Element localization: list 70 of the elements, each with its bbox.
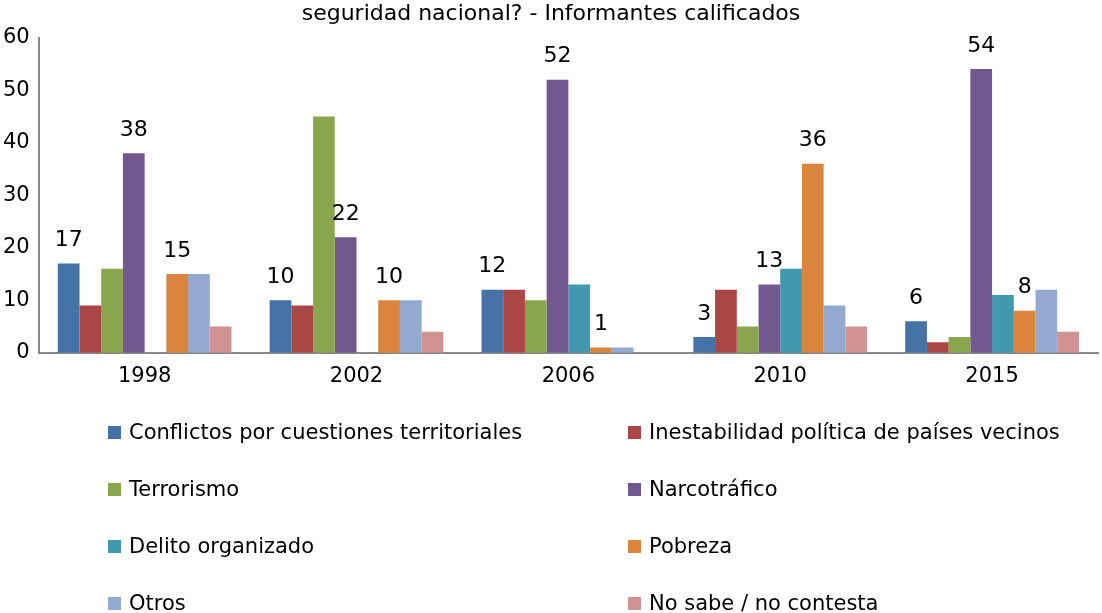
bar (736, 326, 759, 353)
data-label: 6 (909, 284, 924, 309)
legend-label: No sabe / no contesta (649, 591, 879, 613)
bar (291, 305, 314, 353)
x-tick-label: 1998 (117, 362, 172, 387)
data-label: 10 (266, 262, 295, 288)
chart-title: seguridad nacional? - Informantes calificados (300, 0, 802, 25)
bar (378, 300, 400, 353)
bar (421, 331, 444, 353)
x-tick-label: 2010 (753, 362, 807, 387)
legend-label: Delito organizado (129, 534, 315, 558)
y-tick-label: 30 (2, 181, 30, 206)
bar (122, 153, 145, 353)
data-label: 10 (375, 262, 404, 288)
bar (546, 79, 569, 353)
bar (780, 268, 802, 353)
data-label: 38 (119, 115, 148, 141)
bar (948, 337, 971, 353)
bar (970, 69, 993, 353)
y-tick-label: 40 (2, 129, 30, 154)
data-label: 15 (163, 236, 192, 262)
bar (503, 289, 525, 353)
x-tick-label: 2006 (541, 362, 596, 387)
y-tick-label: 10 (2, 286, 30, 311)
bar (399, 300, 422, 353)
bar (801, 163, 824, 353)
data-label: 12 (478, 252, 507, 278)
bar (758, 284, 781, 353)
y-tick-label: 60 (2, 24, 30, 49)
bar (568, 284, 591, 353)
bar (269, 300, 292, 353)
bar (1013, 310, 1036, 353)
x-tick-label: 2002 (329, 362, 384, 387)
data-label: 13 (755, 247, 784, 273)
legend-label: Inestabilidad política de países vecinos (649, 420, 1060, 444)
bar (57, 263, 80, 353)
bar (1035, 289, 1058, 353)
data-label: 1 (593, 310, 608, 336)
legend-label: Otros (129, 591, 186, 613)
data-label: 54 (967, 31, 996, 57)
data-label: 52 (543, 42, 572, 68)
x-tick-label: 2015 (965, 362, 1019, 387)
legend-label: Conflictos por cuestiones territoriales (129, 420, 523, 444)
bar (1057, 331, 1079, 353)
bar (992, 295, 1014, 353)
bar (79, 305, 102, 353)
bar (905, 321, 927, 353)
bar (334, 237, 357, 353)
data-label: 8 (1017, 273, 1032, 299)
legend-label: Pobreza (649, 534, 733, 558)
bar (693, 337, 716, 353)
bar (313, 116, 335, 353)
data-label: 3 (697, 299, 712, 325)
legend-label: Narcotráfico (649, 477, 778, 501)
bar (101, 268, 123, 353)
bar (823, 305, 846, 353)
bar (481, 289, 504, 353)
data-label: 17 (54, 226, 83, 252)
data-label: 36 (798, 126, 827, 152)
legend-label: Terrorismo (129, 477, 240, 501)
bar (166, 274, 189, 353)
bar (926, 342, 949, 353)
bar (188, 274, 210, 353)
y-tick-label: 50 (2, 76, 30, 101)
bar (524, 300, 547, 353)
bar (845, 326, 868, 353)
bar (209, 326, 232, 353)
y-tick-label: 0 (16, 339, 30, 364)
bar (715, 289, 737, 353)
y-tick-label: 20 (2, 234, 30, 259)
